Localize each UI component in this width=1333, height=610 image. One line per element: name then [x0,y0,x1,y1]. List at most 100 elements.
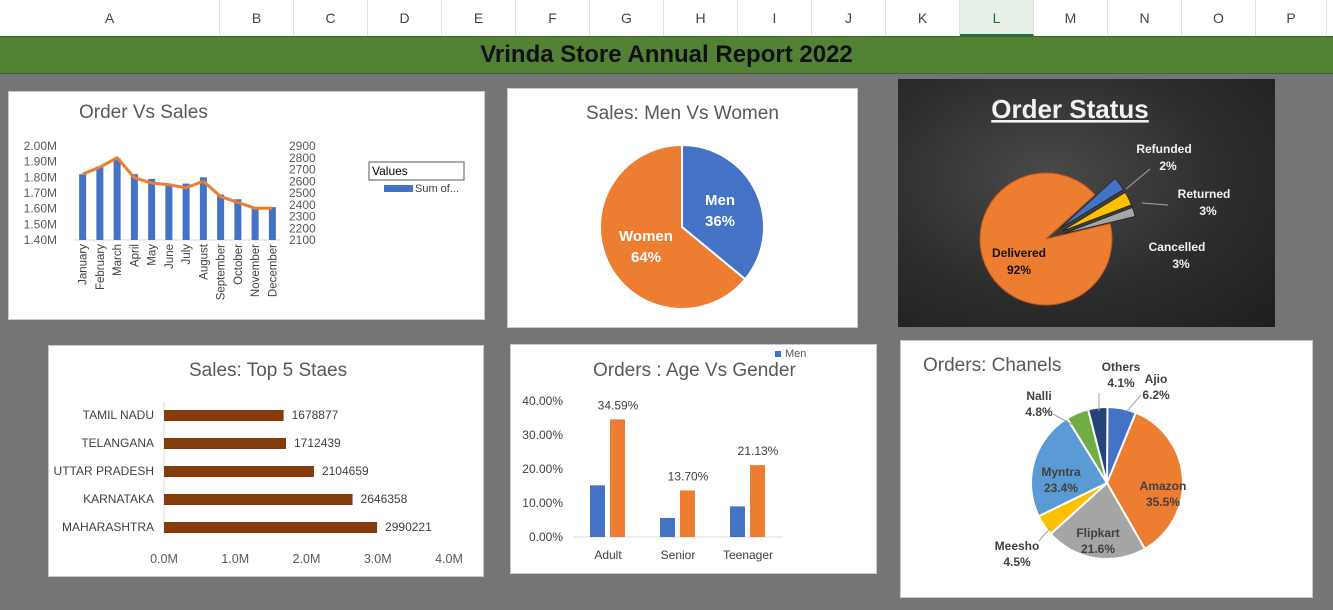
left-axis-tick: 1.40M [24,233,57,247]
bar-value-women-teenager: 21.13% [738,444,779,458]
y-axis-tick: 30.00% [522,428,563,442]
bar-karnataka [164,494,353,505]
bar-value-women-senior: 13.70% [668,469,709,483]
chart-title: Order Vs Sales [79,102,208,123]
slice-pct-refunded: 2% [1159,159,1177,173]
column-header-d[interactable]: D [368,0,442,36]
legend-title: Values [372,164,408,178]
bar-september [217,194,225,240]
legend-swatch [384,185,413,192]
bar-value-tamil-nadu: 1678877 [292,408,339,422]
column-header-b[interactable]: B [220,0,294,36]
report-title: Vrinda Store Annual Report 2022 [480,41,853,68]
order-status-pie: Order Status Delivered 92% Cancelled 3% Retur… [979,94,1231,306]
chart-top5-states[interactable]: Sales: Top 5 Staes TAMIL NADU 1678877 TELA… [48,345,484,577]
y-axis-tick: 20.00% [522,462,563,476]
category-label-senior: Senior [661,548,696,562]
left-axis-tick: 1.90M [24,155,57,169]
slice-pct-ajio: 6.2% [1142,388,1170,402]
month-label-november: November [250,244,262,297]
chart-title: Sales: Men Vs Women [586,103,779,124]
column-header-a[interactable]: A [0,0,220,36]
chart-orders-channels[interactable]: Orders: Chanels Ajio 6.2% Amazon 35.5% Flipk… [900,340,1313,598]
slice-pct-flipkart: 21.6% [1081,542,1115,556]
men-women-pie: Men 36% Women 64% [599,143,765,310]
month-label-march: March [112,244,124,276]
state-label-tamil-nadu: TAMIL NADU [83,408,154,422]
bar-women-senior [680,490,695,537]
slice-pct-returned: 3% [1199,204,1217,218]
slice-cancelled [1060,177,1125,229]
bar-value-women-adult: 34.59% [598,398,639,412]
slice-pct-others: 4.1% [1107,376,1135,390]
legend-label-men: Men [785,348,806,360]
bar-uttar-pradesh [164,466,314,477]
left-axis-tick: 1.70M [24,186,57,200]
state-label-karnataka: KARNATAKA [83,492,154,506]
bar-january [79,174,87,240]
slice-label-refunded: Refunded [1136,142,1191,156]
right-axis-tick: 2500 [289,186,316,200]
column-header-h[interactable]: H [664,0,738,36]
column-header-j[interactable]: J [812,0,886,36]
bar-men-adult [590,485,605,537]
legend-label: Sum of... [415,183,459,195]
month-label-august: August [198,243,210,280]
right-axis-tick: 2800 [289,151,316,165]
category-label-adult: Adult [594,548,622,562]
age-gender-bars: 40.00% 30.00% 20.00% 10.00% 0.00% 34.59% Adult… [522,348,806,562]
column-header-i[interactable]: I [738,0,812,36]
leader-returned [1141,202,1169,206]
state-label-telangana: TELANGANA [81,436,154,450]
slice-pct-amazon: 35.5% [1146,495,1180,509]
slice-pct-myntra: 23.4% [1044,481,1078,495]
chart-order-status[interactable]: Order Status Delivered 92% Cancelled 3% Retur… [898,79,1275,327]
bar-march [113,158,121,240]
slice-label-returned: Returned [1178,187,1231,201]
bar-value-maharashtra: 2990221 [385,520,432,534]
column-header-f[interactable]: F [516,0,590,36]
slice-others [1086,406,1109,484]
column-header-c[interactable]: C [294,0,368,36]
leader-refunded [1125,168,1151,190]
chart-sales-men-women[interactable]: Sales: Men Vs Women Men 36% Women 64% [507,88,858,328]
right-axis-tick: 2700 [289,163,316,177]
chart-title: Sales: Top 5 Staes [189,360,348,381]
state-label-uttar-pradesh: UTTAR PRADESH [54,464,154,478]
chart-title: Order Status [991,94,1149,124]
right-axis-tick: 2200 [289,221,316,235]
column-header-o[interactable]: O [1182,0,1256,36]
slice-pct-meesho: 4.5% [1003,555,1031,569]
x-axis-tick: 0.0M [150,552,178,566]
chart-order-vs-sales[interactable]: Order Vs Sales 2.00M 1.90M 1.80M 1.70M 1.60M… [8,91,485,320]
column-header-n[interactable]: N [1108,0,1182,36]
column-header-p[interactable]: P [1256,0,1327,36]
slice-label-amazon: Amazon [1140,479,1187,493]
column-header-e[interactable]: E [442,0,516,36]
chart-age-vs-gender[interactable]: Orders : Age Vs Gender 40.00% 30.00% 20.00… [510,344,877,574]
right-axis-tick: 2600 [289,174,316,188]
bar-men-teenager [730,506,745,537]
slice-women [599,143,747,310]
slice-myntra [1030,416,1109,518]
slice-pct-men: 36% [705,213,735,230]
leader-ajio [1126,394,1142,412]
column-header-l[interactable]: L [960,0,1034,36]
bar-telangana [164,438,287,449]
column-header-g[interactable]: G [590,0,664,36]
slice-label-ajio: Ajio [1145,372,1168,386]
right-axis-tick: 2400 [289,198,316,212]
legend-title-box [368,161,465,181]
slice-pct-women: 64% [631,249,661,266]
left-axis-tick: 1.50M [24,217,57,231]
channels-pie: Ajio 6.2% Amazon 35.5% Flipkart 21.6% Meesho 4.… [995,360,1187,569]
bar-women-teenager [750,465,765,537]
bar-men-senior [660,517,675,537]
slice-pct-delivered: 92% [1007,263,1031,277]
column-header-k[interactable]: K [886,0,960,36]
orders-line [82,156,273,210]
column-header-m[interactable]: M [1034,0,1108,36]
slice-label-women: Women [619,228,673,245]
bar-maharashtra [164,522,378,533]
report-title-banner: Vrinda Store Annual Report 2022 [0,36,1333,74]
